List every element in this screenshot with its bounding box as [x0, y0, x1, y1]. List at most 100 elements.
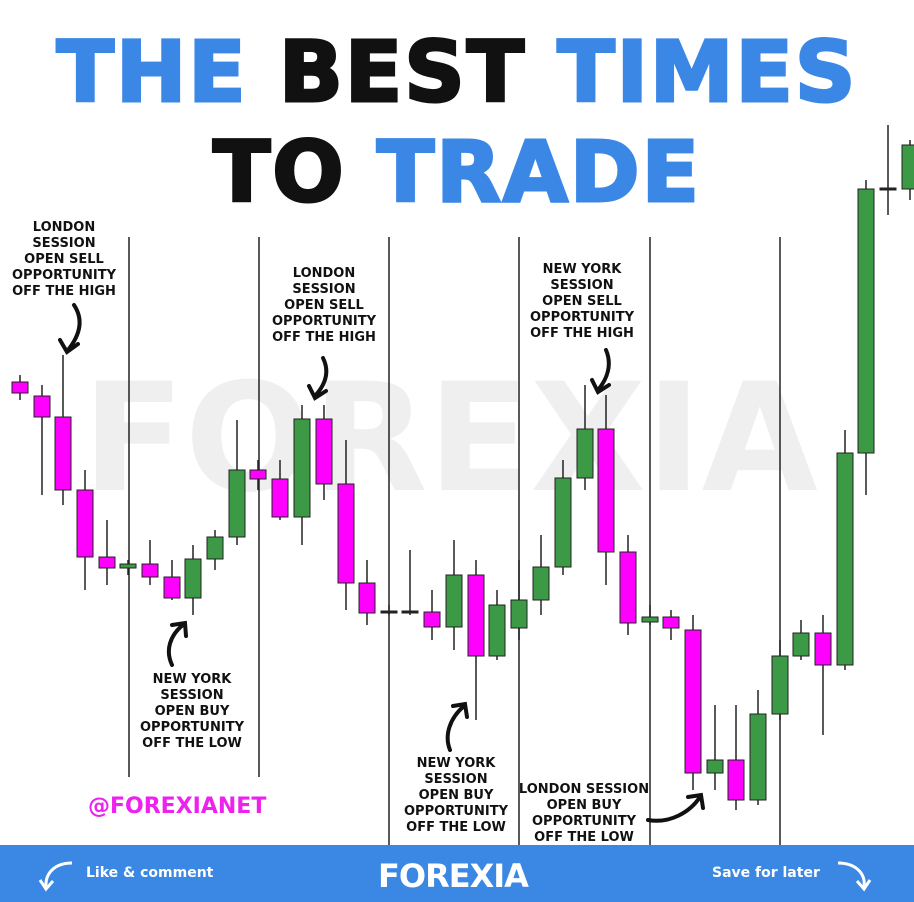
candle-body	[749, 713, 767, 801]
arrow	[66, 303, 82, 352]
candle-body	[684, 629, 702, 774]
title-line: THE BEST TIMES	[0, 29, 914, 116]
annotation: NEW YORK SESSION OPEN SELL OPPORTUNITY OFF T…	[524, 262, 640, 342]
footer-action[interactable]: Save for later	[712, 865, 820, 881]
annotation-line: SESSION	[160, 688, 224, 703]
annotation-line: LONDON	[292, 266, 356, 281]
annotation-line: OPPORTUNITY	[139, 720, 244, 735]
candle-body	[380, 610, 398, 614]
candle-body	[98, 556, 116, 569]
arrow-icon	[38, 879, 55, 892]
arrow-icon	[44, 861, 73, 888]
annotation-line: NEW YORK	[152, 672, 232, 687]
annotation: NEW YORK SESSION OPEN BUY OPPORTUNITY OFF TH…	[132, 672, 252, 752]
annotation-line: OPPORTUNITY	[403, 804, 508, 819]
annotation-line: OFF THE HIGH	[272, 330, 376, 345]
watermark: FOREXIA	[82, 352, 818, 526]
title-line: TO TRADE	[0, 129, 914, 216]
annotation-line: OPPORTUNITY	[11, 268, 116, 283]
candle-body	[54, 416, 72, 491]
candle-body	[11, 381, 29, 394]
footer-bar: Like & comment FOREXIA Save for later	[0, 845, 914, 902]
candle-body	[423, 611, 441, 628]
footer-icons	[38, 861, 872, 892]
candle-body	[228, 469, 246, 538]
arrow-head	[590, 378, 611, 395]
arrow-head	[58, 338, 80, 355]
arrows	[58, 303, 705, 823]
arrow	[445, 704, 466, 752]
candle-body	[488, 604, 506, 657]
candle-body	[771, 655, 789, 715]
candle-body	[76, 489, 94, 558]
annotation-line: OFF THE HIGH	[12, 284, 116, 299]
candle-body	[619, 551, 637, 624]
annotation-line: OFF THE HIGH	[530, 326, 634, 341]
candle-body	[727, 759, 745, 801]
candle-body	[857, 188, 875, 454]
annotation-line: SESSION	[424, 772, 488, 787]
annotation: LONDON SESSION OPEN SELL OPPORTUNITY OFF THE…	[8, 220, 120, 300]
title-word: TIMES	[556, 23, 858, 121]
candle-body	[315, 418, 333, 485]
annotation-line: OPEN SELL	[284, 298, 364, 313]
candle-body	[184, 558, 202, 599]
arrow	[166, 622, 186, 667]
arrow-head	[170, 620, 188, 638]
arrow-icon	[855, 879, 872, 892]
title-word: BEST	[277, 23, 527, 121]
candle-body	[554, 477, 572, 568]
annotation-line: OPPORTUNITY	[531, 814, 636, 829]
arrow-icon	[837, 861, 866, 888]
candle-body	[293, 418, 311, 518]
annotation-line: OFF THE LOW	[142, 736, 242, 751]
annotation-line: LONDON	[32, 220, 96, 235]
candle-body	[445, 574, 463, 628]
candle-body	[206, 536, 224, 560]
annotation-line: OPEN SELL	[542, 294, 622, 309]
social-handle: @FOREXIANET	[88, 794, 267, 819]
session-dividers	[128, 237, 781, 845]
candle-body	[576, 428, 594, 479]
candle-body	[33, 395, 51, 418]
arrow	[596, 348, 611, 392]
arrow	[313, 356, 329, 398]
annotation-line: OPEN BUY	[418, 788, 494, 803]
arrow-head	[307, 384, 328, 401]
annotation-line: NEW YORK	[416, 756, 496, 771]
arrow-head	[686, 792, 705, 810]
candle-body	[597, 428, 615, 553]
annotation-line: OPEN SELL	[24, 252, 104, 267]
candle-body	[467, 574, 485, 657]
candle-body	[163, 576, 181, 599]
title-word: TRADE	[375, 123, 702, 221]
annotation-line: OPPORTUNITY	[271, 314, 376, 329]
candle-body	[337, 483, 355, 584]
candle-body	[532, 566, 550, 601]
annotation-line: OFF THE LOW	[406, 820, 506, 835]
candle-body	[119, 563, 137, 569]
title-word: THE	[55, 23, 248, 121]
candle-group	[11, 125, 914, 810]
annotation: LONDON SESSION OPEN BUY OPPORTUNITY OFF THE…	[518, 782, 650, 846]
candle-body	[662, 616, 680, 629]
annotation-line: OFF THE LOW	[534, 830, 634, 845]
annotation-line: OPEN BUY	[154, 704, 230, 719]
annotation-line: NEW YORK	[542, 262, 622, 277]
annotation-line: LONDON SESSION	[518, 782, 650, 797]
candle-body	[706, 759, 724, 774]
candle-body	[792, 632, 810, 657]
arrow-head	[451, 701, 469, 719]
candle-body	[249, 469, 267, 480]
annotation-line: SESSION	[32, 236, 96, 251]
candle-body	[141, 563, 159, 578]
candle-body	[358, 582, 376, 614]
annotation: NEW YORK SESSION OPEN BUY OPPORTUNITY OFF TH…	[396, 756, 516, 836]
candle-body	[879, 187, 897, 191]
annotation-line: SESSION	[550, 278, 614, 293]
footer-action[interactable]: Like & comment	[86, 865, 214, 881]
candle-body	[901, 144, 914, 190]
footer-brand: FOREXIA	[378, 857, 529, 895]
